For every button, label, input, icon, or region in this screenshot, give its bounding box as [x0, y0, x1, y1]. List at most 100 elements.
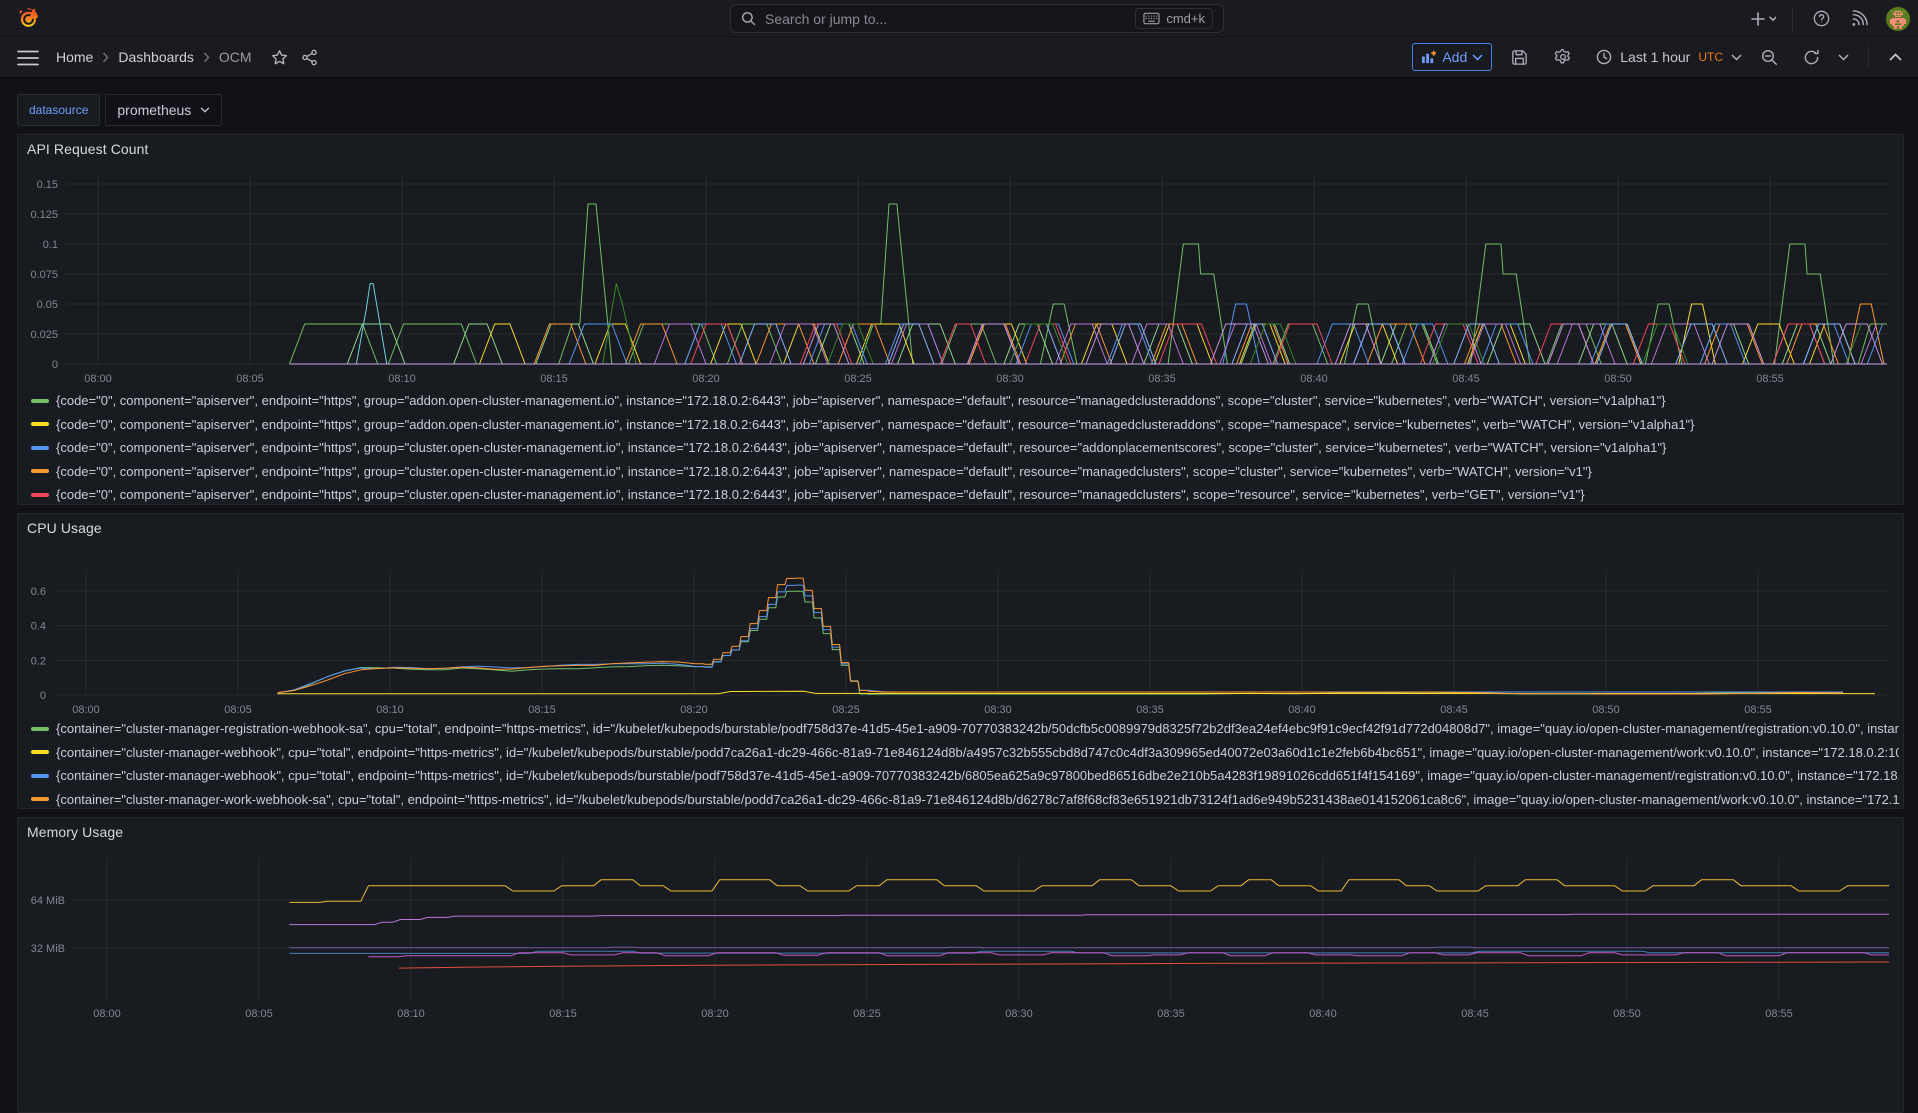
svg-text:08:30: 08:30 — [984, 704, 1012, 716]
search-icon — [741, 11, 756, 26]
breadcrumb-dashboards[interactable]: Dashboards — [118, 49, 194, 65]
legend-series-label: {code="0", component="apiserver", endpoi… — [56, 487, 1585, 503]
svg-text:0.4: 0.4 — [31, 621, 46, 633]
legend-item[interactable]: {code="0", component="apiserver", endpoi… — [31, 413, 1899, 437]
datasource-variable-dropdown[interactable]: prometheus — [105, 94, 223, 126]
legend-item[interactable]: {container="cluster-manager-webhook", cp… — [31, 764, 1899, 788]
favorite-dashboard-button[interactable] — [266, 49, 294, 66]
cpu-usage-chart[interactable]: 0 0.2 0.4 0.6 08:00 08:05 08:10 08:15 08:20 08:25… — [18, 514, 1903, 718]
clock-icon — [1596, 49, 1612, 65]
chart-legend[interactable] — [31, 1027, 1899, 1112]
chevron-up-icon — [1888, 53, 1902, 61]
legend-item[interactable]: {container="cluster-manager-registration… — [31, 717, 1899, 741]
svg-text:08:20: 08:20 — [680, 704, 708, 716]
time-range-label: Last 1 hour — [1620, 49, 1691, 65]
legend-item[interactable]: {code="0", component="apiserver", endpoi… — [31, 436, 1899, 460]
memory-usage-chart[interactable]: 32 MiB 64 MiB 08:00 08:05 08:10 08:15 08:20 08:… — [18, 818, 1903, 1022]
question-circle-icon — [1813, 10, 1829, 27]
svg-text:08:55: 08:55 — [1756, 373, 1784, 385]
topbar-divider — [1782, 6, 1802, 31]
grafana-logo[interactable] — [16, 6, 41, 31]
save-dashboard-button[interactable] — [1500, 49, 1538, 66]
svg-text:0.05: 0.05 — [37, 299, 58, 311]
legend-item[interactable]: {code="0", component="apiserver", endpoi… — [31, 389, 1899, 413]
legend-series-color — [31, 422, 49, 427]
svg-text:08:15: 08:15 — [528, 704, 556, 716]
svg-text:08:55: 08:55 — [1765, 1008, 1793, 1020]
svg-text:0.125: 0.125 — [30, 209, 58, 221]
star-icon — [272, 49, 287, 64]
refresh-button[interactable] — [1792, 49, 1830, 66]
svg-text:08:10: 08:10 — [397, 1008, 425, 1020]
legend-item[interactable]: {code="0", component="apiserver", endpoi… — [31, 483, 1899, 503]
toolbar-divider — [1856, 46, 1880, 68]
legend-item[interactable]: {code="0", component="apiserver", endpoi… — [31, 460, 1899, 484]
svg-text:32 MiB: 32 MiB — [31, 943, 65, 955]
breadcrumb-separator-icon — [203, 52, 210, 63]
breadcrumb-separator-icon — [102, 52, 109, 63]
svg-text:64 MiB: 64 MiB — [31, 895, 65, 907]
svg-text:08:15: 08:15 — [540, 373, 568, 385]
chevron-down-icon — [1837, 53, 1849, 61]
save-icon — [1511, 49, 1527, 65]
legend-series-color — [31, 750, 49, 755]
legend-series-color — [31, 773, 49, 778]
svg-text:08:35: 08:35 — [1136, 704, 1164, 716]
svg-text:08:00: 08:00 — [72, 704, 100, 716]
share-dashboard-button[interactable] — [296, 49, 324, 66]
legend-series-color — [31, 469, 49, 474]
time-range-picker[interactable]: Last 1 hour UTC — [1588, 49, 1750, 65]
profile-button[interactable] — [1878, 6, 1918, 31]
legend-series-label: {code="0", component="apiserver", endpoi… — [56, 416, 1695, 432]
menu-toggle-icon[interactable] — [16, 47, 40, 69]
graph-bar-plus-icon — [1422, 50, 1437, 64]
svg-text:08:45: 08:45 — [1440, 704, 1468, 716]
refresh-interval-dropdown[interactable] — [1830, 53, 1856, 61]
news-button[interactable] — [1840, 10, 1878, 27]
refresh-icon — [1804, 49, 1819, 64]
variable-value: prometheus — [117, 102, 192, 118]
top-navigation-bar: Search or jump to... cmd+k — [0, 0, 1918, 37]
keyboard-icon — [1143, 12, 1160, 25]
svg-text:08:15: 08:15 — [549, 1008, 577, 1020]
chart-legend[interactable]: {code="0", component="apiserver", endpoi… — [31, 389, 1899, 503]
svg-text:08:55: 08:55 — [1744, 704, 1772, 716]
help-button[interactable] — [1802, 10, 1840, 27]
avatar — [1886, 6, 1910, 31]
zoom-out-icon — [1761, 49, 1777, 65]
legend-item[interactable]: {container="cluster-manager-webhook", cp… — [31, 741, 1899, 765]
dashboard-settings-button[interactable] — [1544, 48, 1582, 66]
legend-series-color — [31, 445, 49, 450]
svg-text:08:20: 08:20 — [701, 1008, 729, 1020]
breadcrumb-home[interactable]: Home — [56, 49, 94, 65]
keyboard-shortcut-tag: cmd+k — [1135, 8, 1213, 29]
chart-legend[interactable]: {container="cluster-manager-registration… — [31, 717, 1899, 809]
new-menu-button[interactable] — [1744, 11, 1782, 27]
timezone-label: UTC — [1698, 50, 1723, 64]
search-input[interactable]: Search or jump to... cmd+k — [730, 4, 1224, 33]
svg-text:0.1: 0.1 — [43, 239, 58, 251]
svg-text:08:40: 08:40 — [1309, 1008, 1337, 1020]
zoom-out-time-button[interactable] — [1750, 49, 1788, 66]
divider-line — [1791, 6, 1793, 31]
legend-series-label: {code="0", component="apiserver", endpoi… — [56, 393, 1666, 409]
svg-text:08:05: 08:05 — [224, 704, 252, 716]
svg-text:0.6: 0.6 — [31, 586, 46, 598]
panel-memory-usage: Memory Usage 32 MiB 64 MiB 08:00 08:05 08:10… — [17, 817, 1904, 1113]
legend-series-label: {container="cluster-manager-registration… — [56, 721, 1899, 737]
legend-item[interactable]: {container="cluster-manager-work-webhook… — [31, 788, 1899, 810]
svg-text:0.15: 0.15 — [37, 179, 58, 191]
dashboard-variables-row: datasource prometheus — [17, 94, 223, 126]
svg-text:08:00: 08:00 — [84, 373, 112, 385]
plus-icon — [1751, 11, 1765, 26]
chevron-down-icon — [1731, 53, 1742, 61]
collapse-toolbar-button[interactable] — [1880, 53, 1910, 61]
svg-text:08:20: 08:20 — [692, 373, 720, 385]
svg-text:08:30: 08:30 — [996, 373, 1024, 385]
svg-text:08:50: 08:50 — [1604, 373, 1632, 385]
api-request-count-chart[interactable]: 0 0.025 0.05 0.075 0.1 0.125 0.15 08:00 08:05 08:… — [18, 135, 1903, 385]
divider-line — [1867, 46, 1869, 68]
add-panel-button[interactable]: Add — [1412, 43, 1493, 71]
legend-series-color — [31, 398, 49, 403]
breadcrumb-current: OCM — [218, 49, 252, 65]
